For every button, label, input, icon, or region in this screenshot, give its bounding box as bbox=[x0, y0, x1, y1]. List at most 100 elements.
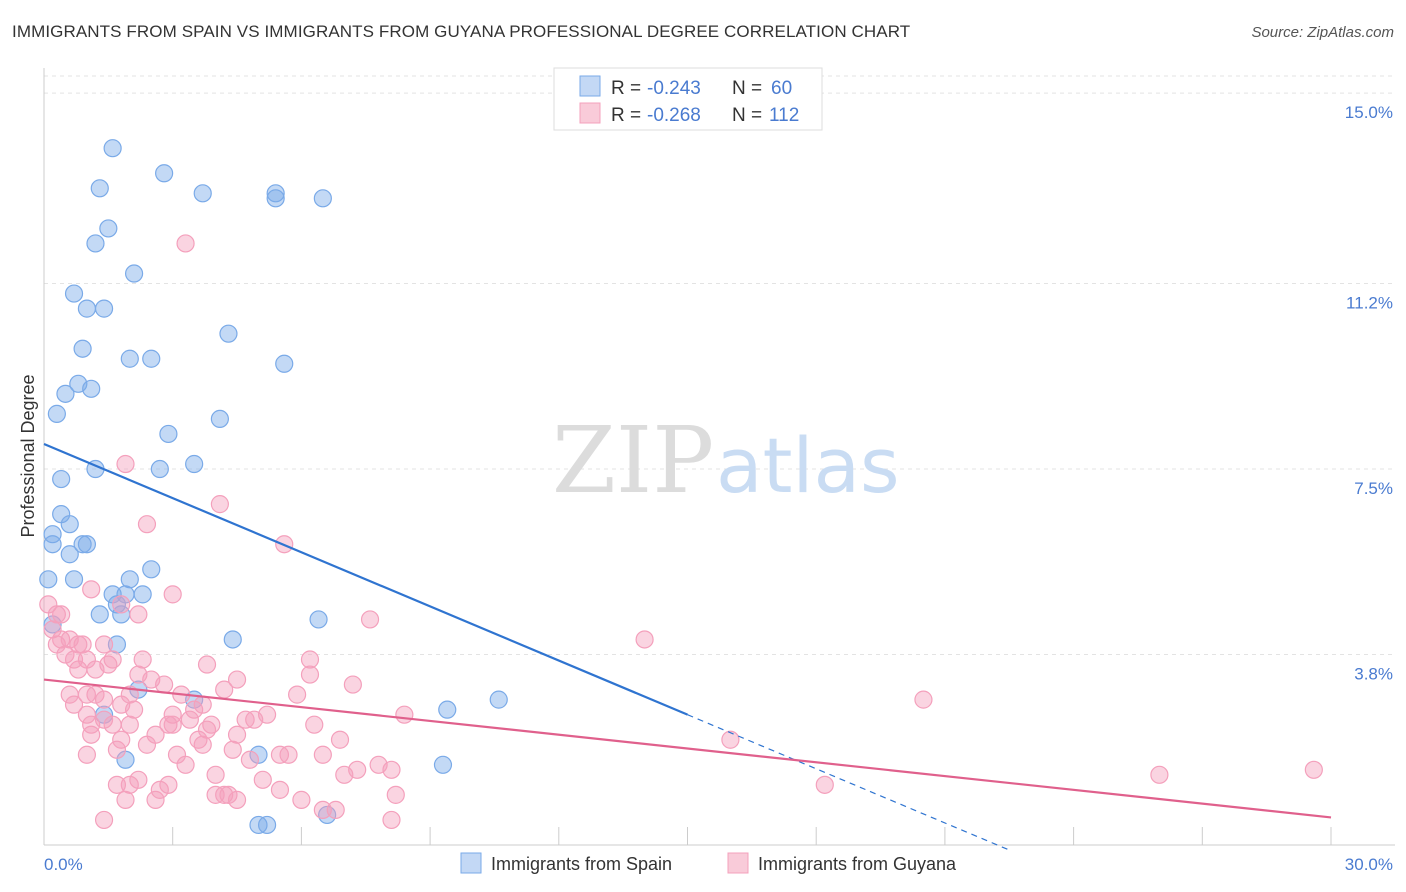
point-guyana bbox=[129, 605, 148, 624]
point-spain bbox=[60, 515, 79, 534]
point-guyana bbox=[815, 775, 834, 794]
point-guyana bbox=[47, 605, 66, 624]
point-guyana bbox=[73, 635, 92, 654]
x-ticks bbox=[43, 827, 1332, 845]
point-spain bbox=[107, 635, 127, 654]
point-spain bbox=[219, 324, 238, 343]
legend-r-value-spain: -0.243 bbox=[647, 78, 701, 99]
point-guyana bbox=[215, 680, 234, 699]
point-spain bbox=[52, 469, 71, 489]
point-guyana bbox=[163, 705, 182, 724]
point-guyana bbox=[77, 705, 97, 724]
point-spain bbox=[124, 264, 144, 283]
point-guyana bbox=[116, 790, 135, 809]
y-tick-labels: 3.8% 7.5% 11.2% 15.0% bbox=[1345, 103, 1393, 683]
point-spain bbox=[47, 404, 66, 423]
legend-r-label-spain: R = bbox=[611, 78, 641, 99]
legend-box: R = -0.243 N = 60 R = -0.268 N = 112 bbox=[553, 67, 823, 131]
point-guyana bbox=[305, 715, 324, 734]
point-guyana bbox=[103, 715, 122, 734]
point-guyana bbox=[219, 785, 238, 804]
legend-n-value-guyana: 112 bbox=[769, 105, 799, 126]
legend-n-value-spain: 60 bbox=[771, 78, 792, 99]
point-spain bbox=[257, 815, 277, 835]
point-guyana bbox=[77, 745, 97, 764]
point-guyana bbox=[223, 740, 242, 759]
y-tick-label: 11.2% bbox=[1346, 294, 1393, 313]
point-spain bbox=[64, 570, 84, 589]
point-guyana bbox=[155, 675, 174, 694]
point-guyana bbox=[288, 685, 307, 704]
point-spain bbox=[107, 595, 127, 614]
point-guyana bbox=[82, 580, 101, 599]
point-guyana bbox=[180, 710, 199, 729]
point-spain bbox=[223, 630, 242, 649]
point-guyana bbox=[300, 665, 320, 684]
point-spain bbox=[64, 284, 84, 303]
point-guyana bbox=[133, 650, 152, 669]
point-guyana bbox=[99, 655, 118, 674]
point-spain bbox=[313, 189, 332, 208]
point-guyana bbox=[330, 730, 350, 749]
point-spain bbox=[249, 745, 268, 764]
point-guyana bbox=[335, 765, 354, 784]
point-guyana bbox=[176, 234, 195, 253]
bottom-legend-swatch-guyana bbox=[727, 852, 749, 874]
legend-r-value-guyana: -0.268 bbox=[647, 105, 701, 126]
point-spain bbox=[90, 605, 109, 624]
point-guyana bbox=[245, 710, 264, 729]
point-spain bbox=[275, 354, 294, 373]
point-guyana bbox=[313, 745, 332, 764]
point-guyana bbox=[146, 790, 165, 809]
point-spain bbox=[99, 219, 118, 238]
point-spain bbox=[142, 349, 161, 368]
point-guyana bbox=[150, 780, 169, 799]
point-guyana bbox=[343, 675, 362, 694]
point-guyana bbox=[386, 785, 405, 804]
point-guyana bbox=[69, 635, 88, 654]
point-spain bbox=[438, 700, 457, 719]
trend-line-spain-extension bbox=[687, 714, 1010, 851]
point-guyana bbox=[64, 695, 84, 714]
point-spain bbox=[150, 459, 169, 479]
point-guyana bbox=[47, 635, 66, 654]
y-tick-label: 15.0% bbox=[1345, 103, 1393, 122]
trend-line-spain bbox=[43, 442, 688, 716]
gridlines bbox=[44, 75, 1395, 656]
point-guyana bbox=[210, 495, 229, 514]
x-tick-label-max: 30.0% bbox=[1345, 855, 1393, 874]
point-guyana bbox=[82, 725, 101, 744]
point-guyana bbox=[202, 715, 221, 734]
trend-lines bbox=[43, 442, 1332, 851]
point-guyana bbox=[313, 800, 332, 820]
point-guyana bbox=[300, 650, 320, 669]
point-spain bbox=[120, 570, 139, 589]
point-spain bbox=[309, 610, 328, 629]
watermark-atlas: atlas bbox=[716, 421, 900, 510]
legend-r-label-guyana: R = bbox=[611, 105, 641, 126]
point-spain bbox=[43, 525, 62, 544]
y-tick-label: 3.8% bbox=[1354, 665, 1393, 684]
point-guyana bbox=[382, 810, 401, 830]
point-guyana bbox=[185, 700, 204, 719]
point-spain bbox=[193, 184, 212, 203]
point-spain bbox=[73, 339, 92, 358]
point-guyana bbox=[360, 610, 380, 629]
point-guyana bbox=[94, 690, 114, 709]
trend-line-guyana bbox=[43, 678, 1332, 819]
point-guyana bbox=[227, 790, 247, 809]
x-tick-label-min: 0.0% bbox=[44, 855, 83, 874]
bottom-legend-label-guyana: Immigrants from Guyana bbox=[758, 854, 957, 874]
point-spain bbox=[82, 379, 101, 398]
axes bbox=[43, 68, 1395, 846]
point-spain bbox=[77, 535, 97, 554]
point-guyana bbox=[395, 705, 414, 724]
point-spain bbox=[77, 299, 97, 318]
point-spain bbox=[56, 384, 75, 403]
point-spain bbox=[210, 409, 229, 429]
point-guyana bbox=[369, 755, 388, 774]
point-guyana bbox=[1150, 765, 1169, 784]
point-guyana bbox=[112, 595, 131, 614]
point-guyana bbox=[116, 454, 135, 474]
point-guyana bbox=[120, 775, 139, 794]
